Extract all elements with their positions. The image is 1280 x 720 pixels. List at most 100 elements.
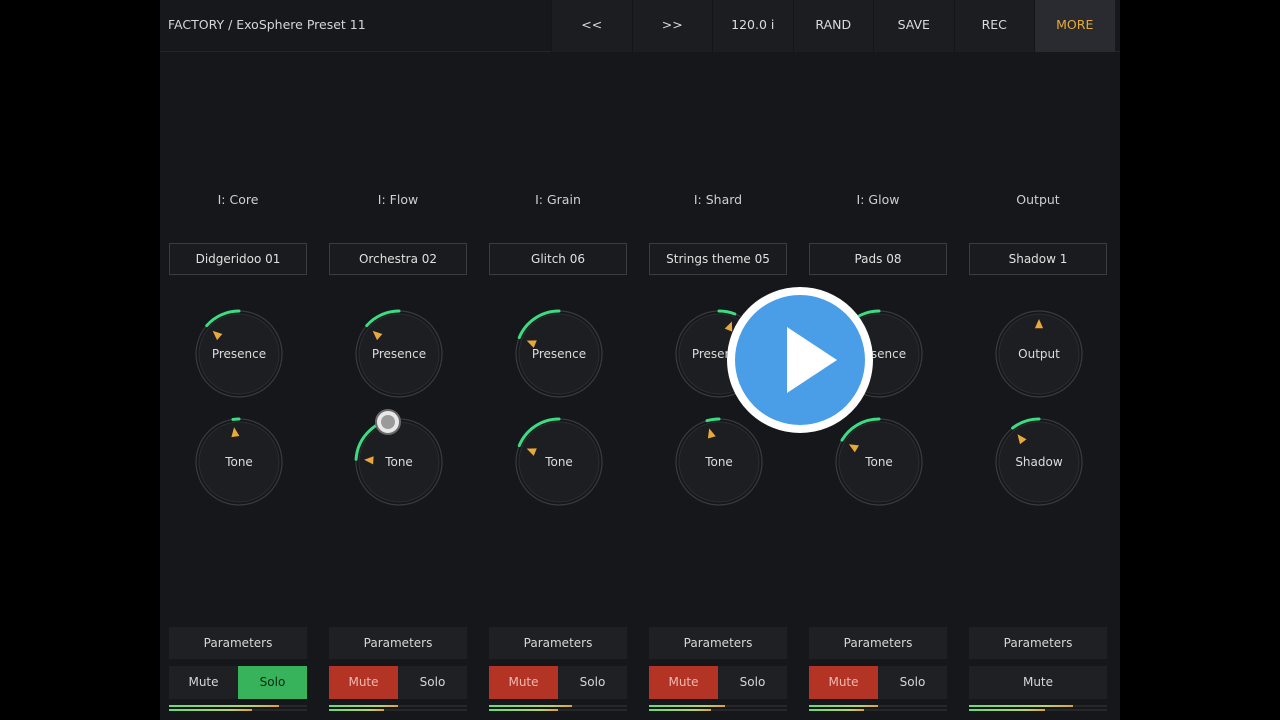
meter-track — [329, 705, 467, 707]
knob-body — [198, 421, 280, 503]
knob-secondary[interactable]: Tone — [674, 417, 764, 507]
knob-value-arc — [205, 309, 241, 328]
knob-value-arc — [717, 309, 737, 316]
video-play-button[interactable] — [727, 287, 873, 433]
knob-graphic — [515, 417, 603, 506]
sound-selector[interactable]: Orchestra 02 — [329, 243, 467, 275]
sound-selector[interactable]: Strings theme 05 — [649, 243, 787, 275]
meter-fill — [169, 705, 280, 707]
knob-body — [678, 421, 760, 503]
knob-primary[interactable]: Presence — [354, 309, 444, 399]
knob-outer-ring — [995, 310, 1083, 398]
knob-pointer — [707, 428, 716, 439]
more-button[interactable]: MORE — [1034, 0, 1115, 52]
top-bar: FACTORY / ExoSphere Preset 11 << >> 120.… — [160, 0, 1120, 52]
knob-pointer — [231, 427, 240, 438]
channel-label: I: Grain — [535, 192, 581, 207]
meter-track — [169, 709, 307, 711]
solo-button[interactable]: Solo — [398, 666, 467, 699]
parameters-button[interactable]: Parameters — [969, 627, 1107, 659]
knob-graphic — [995, 417, 1083, 506]
meter-track — [329, 709, 467, 711]
meter-fill — [329, 705, 398, 707]
meter-fill — [969, 709, 1045, 711]
tempo-button[interactable]: 120.0 i — [712, 0, 793, 52]
knob-body — [998, 421, 1080, 503]
level-meter — [169, 705, 307, 711]
channel-strip: I: Grain Glitch 06 Presence Tone Parameters M… — [480, 0, 627, 720]
solo-button[interactable]: Solo — [238, 666, 307, 699]
parameters-button[interactable]: Parameters — [489, 627, 627, 659]
mute-solo-row: Mute — [969, 666, 1107, 699]
solo-button[interactable]: Solo — [878, 666, 947, 699]
next-preset-button[interactable]: >> — [631, 0, 712, 52]
channel-label: I: Core — [217, 192, 259, 207]
meter-fill — [969, 705, 1073, 707]
toolbar: << >> 120.0 i RAND SAVE REC MORE — [551, 0, 1115, 52]
sound-selector[interactable]: Pads 08 — [809, 243, 947, 275]
touch-cursor — [375, 409, 401, 435]
knob-primary[interactable]: Output — [994, 309, 1084, 399]
mute-button[interactable]: Mute — [969, 666, 1107, 699]
mute-button[interactable]: Mute — [489, 666, 558, 699]
meter-fill — [169, 709, 252, 711]
knob-pointer — [724, 321, 733, 332]
parameters-button[interactable]: Parameters — [649, 627, 787, 659]
channel-strip: Output Shadow 1 Output Shadow Parameters Mute — [960, 0, 1107, 720]
channel-label: I: Flow — [377, 192, 419, 207]
channel-strip: I: Flow Orchestra 02 Presence Tone Parameter… — [320, 0, 467, 720]
meter-track — [809, 705, 947, 707]
solo-button[interactable]: Solo — [718, 666, 787, 699]
level-meter — [649, 705, 787, 711]
knob-secondary[interactable]: Tone — [514, 417, 604, 507]
knob-pointer — [372, 330, 383, 341]
knob-pointer — [364, 456, 374, 465]
knob-graphic — [195, 309, 283, 398]
channel-label: I: Glow — [856, 192, 900, 207]
mute-solo-row: Mute Solo — [169, 666, 307, 699]
meter-track — [169, 705, 307, 707]
parameters-button[interactable]: Parameters — [169, 627, 307, 659]
knob-secondary[interactable]: Shadow — [994, 417, 1084, 507]
knob-value-arc — [365, 309, 401, 328]
sound-selector[interactable]: Shadow 1 — [969, 243, 1107, 275]
knob-graphic — [835, 417, 923, 506]
mute-button[interactable]: Mute — [809, 666, 878, 699]
knob-value-arc — [705, 417, 721, 423]
level-meter — [809, 705, 947, 711]
prev-preset-button[interactable]: << — [551, 0, 632, 52]
sound-selector[interactable]: Glitch 06 — [489, 243, 627, 275]
meter-track — [649, 705, 787, 707]
sound-selector[interactable]: Didgeridoo 01 — [169, 243, 307, 275]
meter-fill — [649, 709, 712, 711]
knob-body — [518, 421, 600, 503]
knob-body — [838, 421, 920, 503]
knob-value-arc — [517, 417, 561, 448]
channel-label: Output — [1016, 192, 1060, 207]
solo-button[interactable]: Solo — [558, 666, 627, 699]
knob-secondary[interactable]: Tone — [354, 417, 444, 507]
meter-fill — [649, 705, 725, 707]
knob-primary[interactable]: Presence — [514, 309, 604, 399]
mute-button[interactable]: Mute — [649, 666, 718, 699]
knob-graphic — [675, 417, 763, 506]
parameters-button[interactable]: Parameters — [329, 627, 467, 659]
meter-track — [969, 709, 1107, 711]
randomize-button[interactable]: RAND — [792, 0, 873, 52]
mute-solo-row: Mute Solo — [649, 666, 787, 699]
knob-pointer — [212, 330, 223, 341]
knob-primary[interactable]: Presence — [194, 309, 284, 399]
level-meter — [329, 705, 467, 711]
preset-title[interactable]: FACTORY / ExoSphere Preset 11 — [168, 17, 366, 32]
meter-track — [489, 705, 627, 707]
knob-secondary[interactable]: Tone — [194, 417, 284, 507]
meter-fill — [329, 709, 385, 711]
knob-secondary[interactable]: Tone — [834, 417, 924, 507]
knob-pointer — [1017, 434, 1027, 445]
record-button[interactable]: REC — [953, 0, 1034, 52]
parameters-button[interactable]: Parameters — [809, 627, 947, 659]
save-button[interactable]: SAVE — [873, 0, 954, 52]
knob-graphic — [515, 309, 603, 398]
mute-button[interactable]: Mute — [329, 666, 398, 699]
mute-button[interactable]: Mute — [169, 666, 238, 699]
